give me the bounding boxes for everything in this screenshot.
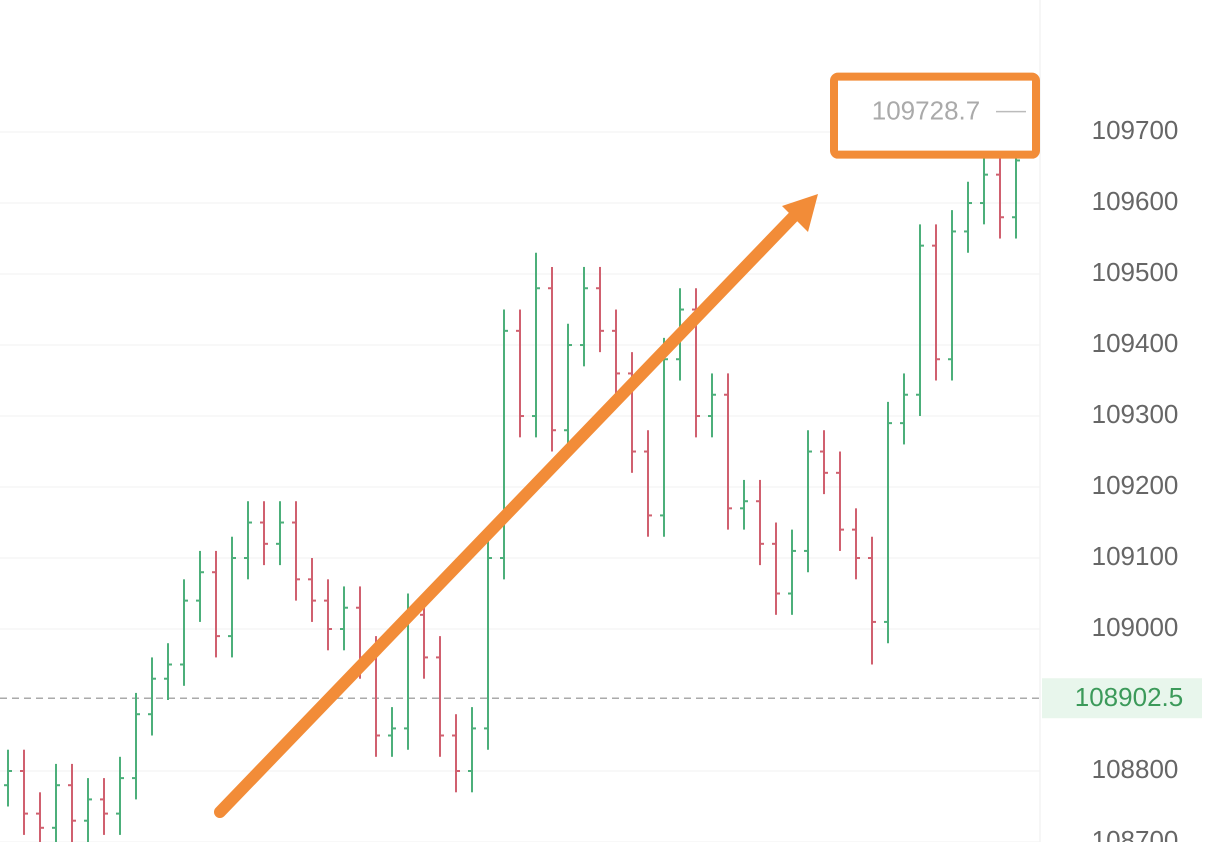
axis-labels: 108700 108800 109000 109100 109200 109300 1094… bbox=[1042, 115, 1202, 847]
arrow-head bbox=[782, 194, 818, 232]
highlight-price-label: 109728.7 bbox=[872, 96, 980, 126]
y-tick-label: 109500 bbox=[1092, 257, 1179, 287]
bars bbox=[4, 139, 1020, 847]
y-tick-label: 109700 bbox=[1092, 115, 1179, 145]
y-tick-label: 109600 bbox=[1092, 186, 1179, 216]
current-price-bg bbox=[1042, 678, 1202, 719]
trend-arrow bbox=[214, 194, 818, 818]
y-tick-label: 109000 bbox=[1092, 612, 1179, 642]
y-tick-label: 108800 bbox=[1092, 754, 1179, 784]
y-tick-label: 109100 bbox=[1092, 541, 1179, 571]
grid bbox=[0, 131, 1040, 843]
y-tick-label: 109200 bbox=[1092, 470, 1179, 500]
y-tick-label: 109400 bbox=[1092, 328, 1179, 358]
highlight: 109728.7 bbox=[830, 72, 1040, 159]
highlight-box bbox=[830, 72, 1040, 159]
y-tick-label: 108700 bbox=[1092, 825, 1179, 842]
arrow-shaft bbox=[214, 208, 802, 818]
y-tick-label: 109300 bbox=[1092, 399, 1179, 429]
current-price-label: 108902.5 bbox=[1075, 682, 1183, 712]
